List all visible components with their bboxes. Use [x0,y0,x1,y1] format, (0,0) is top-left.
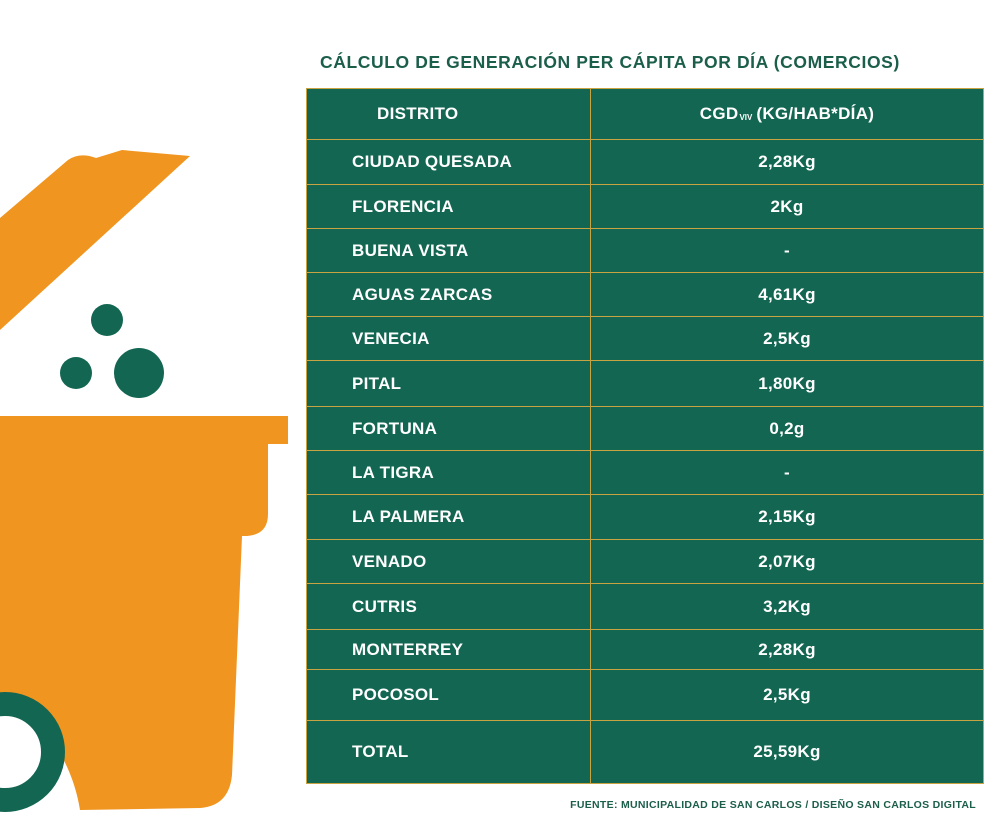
bin-wheel-icon [0,692,65,812]
cgd-value-cell: 0,2g [769,418,805,438]
district-cell: LA PALMERA [307,495,591,539]
district-cell: CUTRIS [307,584,591,629]
waste-ball-large [114,348,164,398]
table-header-row: DISTRITO CGD VIV (KG/HAB*DÍA) [307,89,983,139]
cgd-value-cell: 4,61Kg [758,284,816,304]
cgd-value-cell: 2,28Kg [758,639,816,659]
district-cell: LA TIGRA [307,451,591,494]
trash-bin-icon [0,150,288,812]
header-distrito-label: DISTRITO [377,104,459,123]
header-cgd-unit: (KG/HAB*DÍA) [756,104,875,123]
district-cell: VENECIA [307,317,591,360]
header-cgd-subscript: VIV [739,112,753,122]
cgd-value-cell: 2,28Kg [758,152,816,171]
table-row: VENECIA 2,5Kg [307,316,983,360]
district-cell: CIUDAD QUESADA [307,140,591,184]
cgd-value-cell: - [784,462,790,482]
cgd-value-cell: 25,59Kg [753,742,821,761]
cgd-value-cell: - [784,240,790,260]
cgd-value-cell: 2,07Kg [758,551,816,571]
cgd-value-cell: 2,5Kg [763,328,811,348]
bin-body [0,442,268,810]
district-cell: PITAL [307,361,591,406]
table-row: FORTUNA 0,2g [307,406,983,450]
table-title: CÁLCULO DE GENERACIÓN PER CÁPITA POR DÍA… [320,52,900,72]
table-row: VENADO 2,07Kg [307,539,983,583]
district-cell: VENADO [307,540,591,583]
table-row: AGUAS ZARCAS 4,61Kg [307,272,983,316]
table-row: LA TIGRA - [307,450,983,494]
table-row: CUTRIS 3,2Kg [307,583,983,629]
data-table: DISTRITO CGD VIV (KG/HAB*DÍA) CIUDAD QUESA… [306,88,984,784]
district-cell: FLORENCIA [307,185,591,228]
cgd-value-cell: 3,2Kg [763,596,811,616]
table-row: PITAL 1,80Kg [307,360,983,406]
district-cell: TOTAL [307,721,591,783]
table-row: CIUDAD QUESADA 2,28Kg [307,139,983,184]
bin-lid-icon [0,150,190,330]
table-row: FLORENCIA 2Kg [307,184,983,228]
district-cell: BUENA VISTA [307,229,591,272]
cgd-value-cell: 2,15Kg [758,507,816,526]
table-row: BUENA VISTA - [307,228,983,272]
table-row: MONTERREY 2,28Kg [307,629,983,669]
table-row: LA PALMERA 2,15Kg [307,494,983,539]
table-row: TOTAL 25,59Kg [307,720,983,783]
district-cell: AGUAS ZARCAS [307,273,591,316]
district-cell: FORTUNA [307,407,591,450]
cgd-value-cell: 1,80Kg [758,373,816,393]
district-cell: MONTERREY [307,630,591,669]
table-row: POCOSOL 2,5Kg [307,669,983,720]
source-note: FUENTE: MUNICIPALIDAD DE SAN CARLOS / DI… [570,799,976,811]
header-cgd: CGD VIV (KG/HAB*DÍA) [591,89,983,139]
header-distrito: DISTRITO [307,89,591,139]
cgd-value-cell: 2Kg [770,196,804,216]
bin-rim [0,416,288,444]
waste-ball-small [91,304,123,336]
waste-ball-left [60,357,92,389]
header-cgd-label: CGD [699,104,739,123]
district-cell: POCOSOL [307,670,591,720]
cgd-value-cell: 2,5Kg [763,685,811,704]
